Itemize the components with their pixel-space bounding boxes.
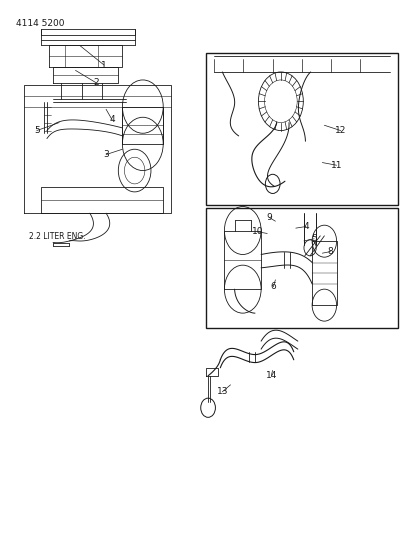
Text: 1: 1 (101, 61, 107, 69)
Bar (206, 208, 398, 328)
Text: 4114 5200: 4114 5200 (16, 19, 65, 28)
Text: 2: 2 (93, 78, 99, 87)
Text: 10: 10 (252, 228, 264, 236)
Text: 2.2 LITER ENG.: 2.2 LITER ENG. (29, 232, 85, 241)
Bar (206, 53, 398, 205)
Text: 9: 9 (266, 213, 272, 222)
Text: 13: 13 (217, 387, 228, 396)
Text: 5: 5 (311, 235, 317, 243)
Text: 14: 14 (266, 372, 277, 380)
Text: 12: 12 (335, 126, 346, 135)
Text: 4: 4 (109, 116, 115, 124)
Text: 8: 8 (328, 247, 333, 256)
Text: 6: 6 (271, 282, 276, 291)
Text: 5: 5 (34, 126, 40, 135)
Text: 4: 4 (303, 222, 309, 231)
Text: 3: 3 (103, 150, 109, 159)
Text: 11: 11 (331, 161, 342, 169)
